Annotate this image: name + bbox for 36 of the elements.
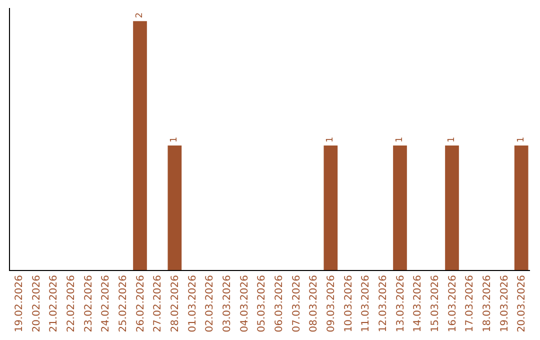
x-tick-label: 25.02.2026 (118, 275, 129, 332)
x-tick-label: 18.03.2026 (482, 275, 493, 332)
data-label: 1 (170, 136, 180, 143)
x-tick-label: 19.02.2026 (14, 275, 25, 332)
x-tick-label: 26.02.2026 (135, 275, 146, 332)
x-tick-label: 27.02.2026 (152, 275, 164, 332)
x-tick-label: 12.03.2026 (378, 275, 389, 332)
x-tick-label: 02.03.2026 (204, 275, 216, 332)
x-tick-label: 20.03.2026 (516, 275, 528, 332)
x-tick-label: 16.03.2026 (447, 275, 458, 332)
x-tick-label: 28.02.2026 (170, 275, 181, 332)
data-label: 1 (326, 136, 336, 143)
x-tick-label: 24.02.2026 (100, 275, 112, 332)
data-label: 2 (135, 12, 145, 18)
x-tick-label: 10.03.2026 (343, 275, 354, 332)
x-tick-label: 14.03.2026 (412, 275, 424, 332)
x-tick-label: 04.03.2026 (239, 275, 250, 332)
x-tick-label: 09.03.2026 (326, 275, 337, 332)
x-tick-label: 01.03.2026 (187, 275, 198, 332)
x-tick-label: 15.03.2026 (430, 275, 441, 332)
x-tick-label: 21.02.2026 (48, 275, 60, 332)
x-tick-label: 13.03.2026 (395, 275, 406, 332)
data-label: 1 (516, 136, 526, 143)
x-tick-label: 19.03.2026 (499, 275, 510, 332)
x-tick-label: 22.02.2026 (66, 275, 77, 332)
x-tick-label: 08.03.2026 (308, 275, 320, 332)
x-tick-label: 23.02.2026 (83, 275, 94, 332)
x-tick-label: 03.03.2026 (222, 275, 233, 332)
x-tick-label: 20.02.2026 (31, 275, 42, 332)
x-tick-label: 07.03.2026 (291, 275, 302, 332)
x-tick-label: 06.03.2026 (274, 275, 285, 332)
data-label: 1 (395, 136, 405, 143)
x-tick-label: 17.03.2026 (464, 275, 476, 332)
x-tick-label: 11.03.2026 (360, 275, 372, 332)
x-tick-label: 05.03.2026 (256, 275, 268, 332)
data-label: 1 (447, 136, 457, 143)
